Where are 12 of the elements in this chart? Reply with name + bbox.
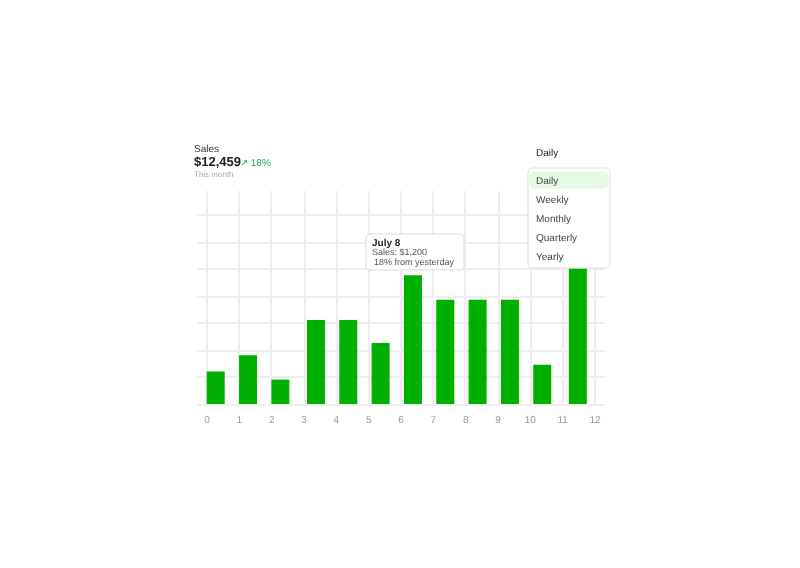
bar xyxy=(436,299,455,404)
bar xyxy=(271,379,290,404)
bar xyxy=(500,299,519,404)
bar xyxy=(403,275,422,404)
bar xyxy=(239,355,258,404)
bar xyxy=(306,320,325,404)
bar xyxy=(568,268,587,404)
bar xyxy=(371,343,390,404)
bar xyxy=(468,299,487,404)
bar xyxy=(206,371,225,404)
bar xyxy=(533,364,552,404)
bar xyxy=(339,320,358,404)
